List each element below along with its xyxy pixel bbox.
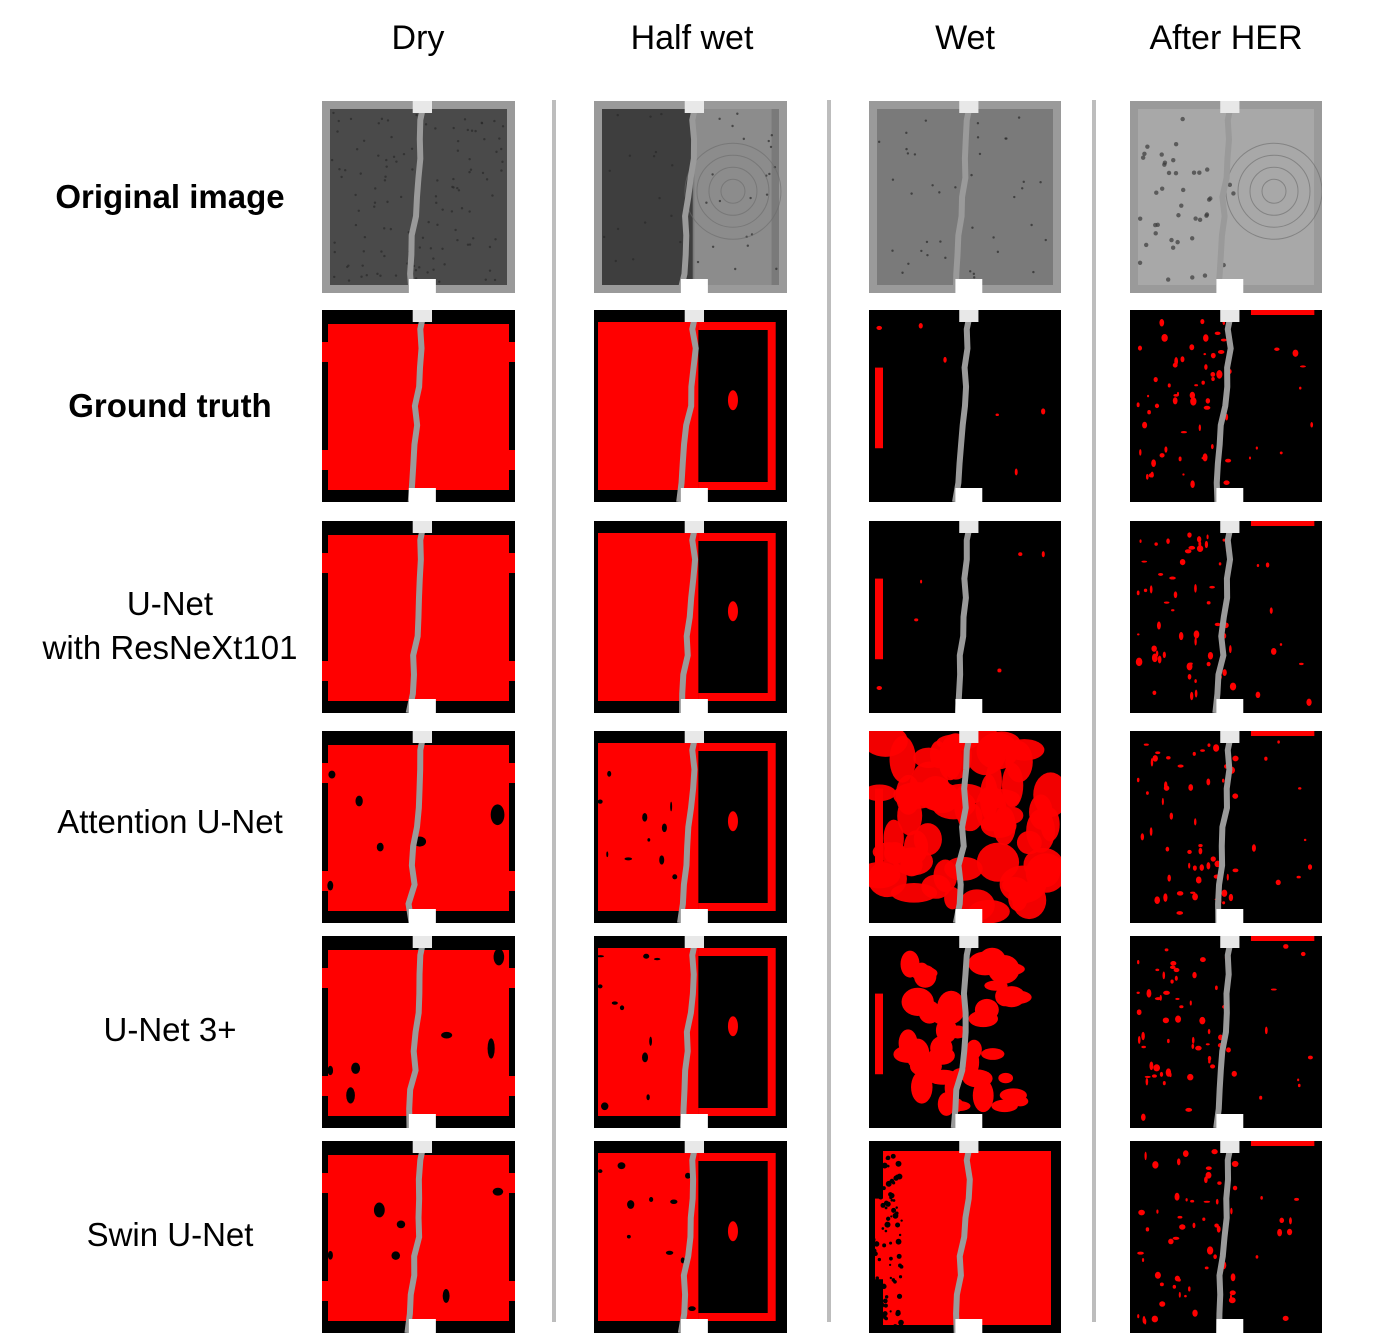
panel-unet3plus-wet (869, 936, 1061, 1128)
panel-unet-resnext101-after-her (1130, 521, 1322, 713)
segmentation-mask (1130, 521, 1322, 713)
segmentation-mask (594, 1141, 787, 1333)
column-header-half-wet: Half wet (630, 19, 754, 57)
panel-ground-truth-wet (869, 310, 1061, 502)
row-label-swin-unet: Swin U-Net (86, 1216, 254, 1253)
column-header-after-her: After HER (1149, 19, 1303, 57)
panel-original-dry (322, 101, 515, 293)
segmentation-mask (1130, 731, 1322, 923)
xray-image (594, 101, 787, 293)
segmentation-mask (869, 1141, 1061, 1333)
xray-image (1130, 101, 1322, 293)
row-label-attention-unet: Attention U-Net (57, 803, 283, 840)
row-label-ground-truth: Ground truth (68, 387, 272, 424)
row-label-line: U-Net (126, 585, 214, 622)
segmentation-mask (594, 731, 787, 923)
segmentation-mask (594, 310, 787, 502)
segmentation-mask (869, 936, 1061, 1128)
panel-attention-unet-wet (869, 731, 1061, 923)
panel-swin-unet-half-wet (594, 1141, 787, 1333)
panel-ground-truth-dry (322, 310, 515, 502)
segmentation-mask (322, 1141, 515, 1333)
panel-attention-unet-after-her (1130, 731, 1322, 923)
panel-swin-unet-dry (322, 1141, 515, 1333)
panel-swin-unet-wet (869, 1141, 1061, 1333)
panel-swin-unet-after-her (1130, 1141, 1322, 1333)
panel-original-wet (869, 101, 1061, 293)
row-label-original-image: Original image (55, 178, 285, 215)
column-header-wet: Wet (935, 19, 995, 57)
panel-unet-resnext101-wet (869, 521, 1061, 713)
segmentation-mask (869, 731, 1061, 923)
xray-image (322, 101, 515, 293)
segmentation-mask (1130, 936, 1322, 1128)
column-divider (1092, 100, 1096, 1322)
segmentation-mask (322, 936, 515, 1128)
row-label-line: with ResNeXt101 (42, 629, 298, 666)
panel-unet3plus-half-wet (594, 936, 787, 1128)
row-label-unet3plus: U-Net 3+ (103, 1011, 237, 1048)
segmentation-mask (594, 936, 787, 1128)
panel-original-half-wet (594, 101, 787, 293)
row-label-unet-resnext101: U-Net with ResNeXt101 (10, 582, 330, 670)
segmentation-mask (1130, 1141, 1322, 1333)
panel-unet3plus-after-her (1130, 936, 1322, 1128)
panel-ground-truth-half-wet (594, 310, 787, 502)
segmentation-mask (322, 310, 515, 502)
column-divider (552, 100, 556, 1322)
panel-original-after-her (1130, 101, 1322, 293)
segmentation-mask (322, 521, 515, 713)
segmentation-mask (1130, 310, 1322, 502)
panel-unet3plus-dry (322, 936, 515, 1128)
segmentation-mask (594, 521, 787, 713)
panel-unet-resnext101-half-wet (594, 521, 787, 713)
column-header-dry: Dry (391, 19, 445, 57)
segmentation-mask (322, 731, 515, 923)
segmentation-mask (869, 521, 1061, 713)
segmentation-mask (869, 310, 1061, 502)
panel-attention-unet-dry (322, 731, 515, 923)
panel-ground-truth-after-her (1130, 310, 1322, 502)
panel-attention-unet-half-wet (594, 731, 787, 923)
xray-image (869, 101, 1061, 293)
column-divider (827, 100, 831, 1322)
panel-unet-resnext101-dry (322, 521, 515, 713)
